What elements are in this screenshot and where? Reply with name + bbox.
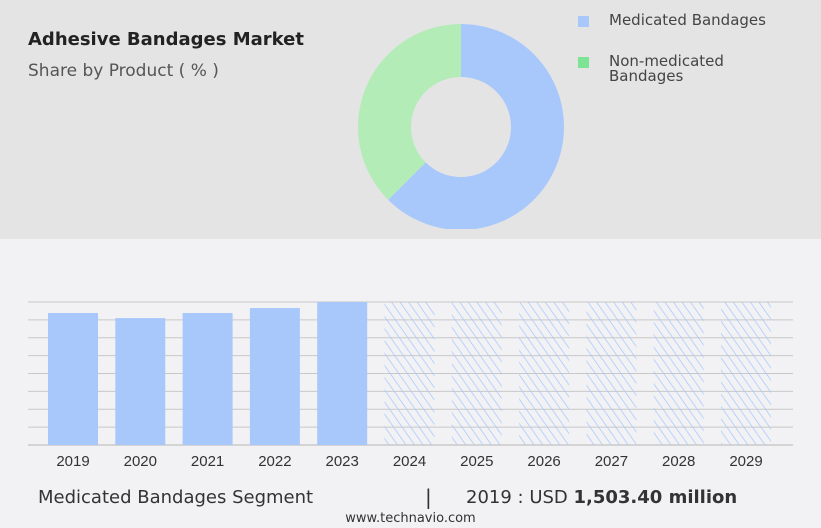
bars [48, 302, 771, 445]
x-tick-2022: 2022 [258, 453, 291, 470]
bar-2020 [115, 318, 166, 445]
bar-forecast-2029 [721, 302, 771, 445]
x-tick-2025: 2025 [460, 453, 493, 470]
footer-separator: | [425, 485, 432, 509]
legend-swatch-medicated [578, 16, 589, 27]
bar-2022 [249, 308, 300, 445]
x-axis-ticks: 2019 2020 2021 2022 2023 2024 2025 2026 2027 2028… [56, 453, 762, 470]
x-tick-2021: 2021 [191, 453, 224, 470]
x-tick-2027: 2027 [595, 453, 628, 470]
x-tick-2020: 2020 [124, 453, 157, 470]
legend-label: Medicated Bandages [609, 11, 766, 29]
x-tick-2028: 2028 [662, 453, 695, 470]
legend-label: Non-medicated Bandages [609, 52, 724, 85]
legend-swatch-non-medicated [578, 57, 589, 68]
x-tick-2024: 2024 [393, 453, 426, 470]
x-tick-2023: 2023 [326, 453, 359, 470]
bar-forecast-2026 [519, 302, 570, 445]
bar-2019 [48, 313, 98, 445]
source-site: www.technavio.com [345, 511, 476, 526]
bar-2021 [182, 313, 233, 445]
segment-value: 2019 : USD 1,503.40 million [466, 487, 738, 508]
bar-forecast-2027 [586, 302, 637, 445]
x-tick-2019: 2019 [56, 453, 89, 470]
chart-title: Adhesive Bandages Market [28, 29, 304, 50]
bar-forecast-2024 [384, 302, 435, 445]
legend-item-non-medicated: Non-medicated Bandages [578, 54, 818, 86]
bar-forecast-2025 [451, 302, 502, 445]
bar-2023 [317, 302, 368, 445]
segment-label: Medicated Bandages Segment [38, 487, 314, 508]
x-tick-2029: 2029 [729, 453, 762, 470]
legend-item-medicated: Medicated Bandages [578, 13, 818, 45]
chart-subtitle: Share by Product ( % ) [28, 61, 219, 81]
grid [28, 301, 793, 446]
bar-forecast-2028 [653, 302, 704, 445]
x-tick-2026: 2026 [527, 453, 560, 470]
